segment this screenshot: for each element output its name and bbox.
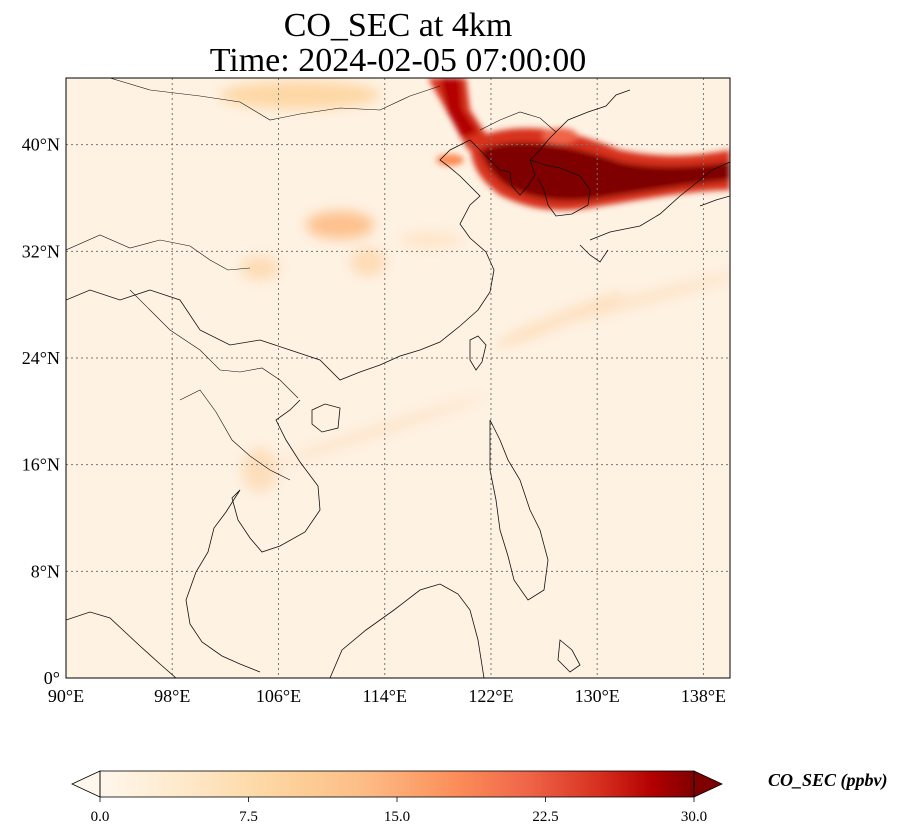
lon-tick-label: 106°E (256, 686, 301, 706)
lon-tick-label: 114°E (362, 686, 407, 706)
colorbar-label: CO_SEC (ppbv) (768, 770, 888, 790)
colorbar: 0.0 7.5 15.0 22.5 30.0 (71, 770, 723, 825)
colorbar-tick-label: 7.5 (239, 809, 258, 825)
coastlines (66, 78, 730, 678)
lat-tick-label: 16°N (22, 455, 60, 475)
lon-tick-label: 90°E (48, 686, 84, 706)
map-title: CO_SEC at 4km (283, 7, 513, 44)
lat-tick-label: 32°N (22, 241, 60, 261)
lon-tick-label: 98°E (154, 686, 190, 706)
colorbar-ticks: 0.0 7.5 15.0 22.5 30.0 (91, 797, 707, 825)
colorbar-extend-max (693, 770, 723, 798)
graticule (66, 78, 730, 678)
lon-tick-label: 130°E (575, 686, 620, 706)
map-subtitle-time: Time: 2024-02-05 07:00:00 (209, 42, 587, 79)
colorbar-tick-label: 0.0 (91, 809, 110, 825)
colorbar-tick-label: 22.5 (532, 809, 558, 825)
longitude-axis: 90°E 98°E 106°E 114°E 122°E 130°E 138°E (48, 686, 726, 706)
colorbar-tick-label: 30.0 (681, 809, 707, 825)
lon-tick-label: 138°E (681, 686, 726, 706)
lat-tick-label: 8°N (31, 561, 60, 581)
colorbar-extend-min (71, 770, 101, 798)
colorbar-gradient (100, 771, 694, 797)
lon-tick-label: 122°E (468, 686, 513, 706)
map-frame (65, 77, 731, 679)
colorbar-tick-label: 15.0 (384, 809, 410, 825)
lat-tick-label: 0° (44, 668, 60, 688)
lat-tick-label: 24°N (22, 348, 60, 368)
lat-tick-label: 40°N (22, 135, 60, 155)
latitude-axis: 0° 8°N 16°N 24°N 32°N 40°N (22, 135, 60, 688)
